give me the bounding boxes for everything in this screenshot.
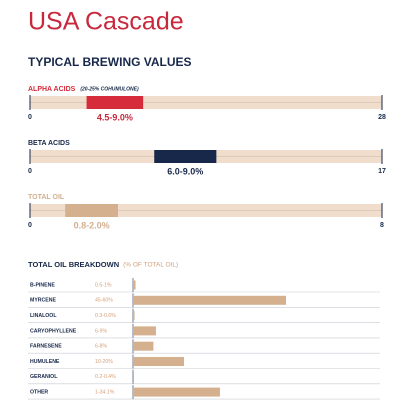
row-range: 45-60% bbox=[95, 298, 113, 304]
oil-bar bbox=[133, 357, 184, 366]
row-range: 10-20% bbox=[95, 359, 113, 365]
oil-bar bbox=[133, 311, 135, 321]
section-heading: TOTAL OIL BREAKDOWN bbox=[28, 260, 119, 269]
range-label: 6.0-9.0% bbox=[167, 166, 203, 176]
range-bar bbox=[154, 150, 217, 163]
row-label: GERANIOL bbox=[30, 374, 58, 380]
row-range: 1-34.1% bbox=[95, 389, 115, 395]
tick-label: 0 bbox=[28, 114, 32, 121]
item-label: TOTAL OIL bbox=[28, 194, 65, 201]
range-label: 4.5-9.0% bbox=[97, 112, 133, 122]
row-range: 6-9% bbox=[95, 328, 107, 334]
oil-bar bbox=[133, 372, 135, 382]
row-range: 0.2-0.4% bbox=[95, 374, 116, 380]
row-label: CARYOPHYLLENE bbox=[30, 328, 77, 334]
oil-bar bbox=[133, 326, 156, 336]
row-label: HUMULENE bbox=[30, 359, 60, 365]
oil-bar bbox=[133, 280, 136, 290]
tick-label: 0 bbox=[28, 222, 32, 229]
section-heading: TYPICAL BREWING VALUES bbox=[28, 55, 192, 69]
row-range: 6-8% bbox=[95, 344, 107, 350]
item-note: (20-25% COHUMULONE) bbox=[80, 86, 139, 92]
row-label: B-PINENE bbox=[30, 282, 55, 288]
oil-bar bbox=[133, 295, 286, 305]
oil-bar bbox=[133, 387, 220, 397]
item-label: ALPHA ACIDS bbox=[28, 86, 76, 93]
tick-label: 28 bbox=[378, 114, 386, 121]
tick-label: 0 bbox=[28, 168, 32, 175]
item-label: BETA ACIDS bbox=[28, 140, 70, 147]
row-label: LINALOOL bbox=[30, 313, 57, 319]
range-label: 0.8-2.0% bbox=[74, 220, 110, 230]
row-label: MYRCENE bbox=[30, 298, 56, 304]
title: USA Cascade bbox=[28, 8, 184, 36]
oil-bar bbox=[133, 341, 154, 351]
row-range: 0.3-0.6% bbox=[95, 313, 116, 319]
row-range: 0.5-1% bbox=[95, 282, 112, 288]
row-label: OTHER bbox=[30, 389, 48, 395]
range-bar bbox=[65, 204, 118, 217]
tick-label: 8 bbox=[380, 222, 384, 229]
row-label: FARNESENE bbox=[30, 344, 62, 350]
heading-note: (% OF TOTAL OIL) bbox=[123, 262, 178, 269]
range-bar bbox=[86, 96, 144, 109]
tick-label: 17 bbox=[378, 168, 386, 175]
